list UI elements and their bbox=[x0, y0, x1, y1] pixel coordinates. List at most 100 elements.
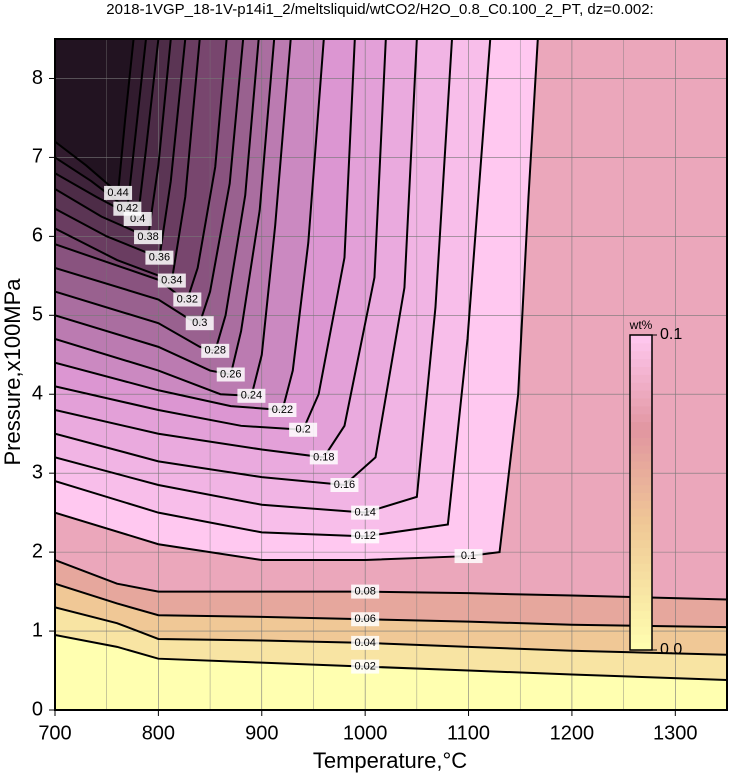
contour-label-bg bbox=[351, 505, 380, 520]
y-tick-label: 6 bbox=[32, 225, 43, 247]
contour-label-bg bbox=[185, 316, 214, 331]
contour-line bbox=[55, 559, 727, 601]
y-tick-label: 0 bbox=[32, 698, 43, 720]
y-tick-label: 8 bbox=[32, 67, 43, 89]
x-tick-label: 1200 bbox=[550, 722, 595, 744]
colorbar-frame bbox=[629, 334, 653, 651]
contour-label-bg bbox=[216, 367, 245, 382]
colorbar-cell bbox=[630, 642, 652, 651]
x-tick-label: 1300 bbox=[653, 722, 698, 744]
colorbar-cell bbox=[630, 500, 652, 509]
colorbar: wt% 0.0 0.1 bbox=[629, 318, 683, 658]
contour-label: 0.14 bbox=[354, 507, 375, 519]
contour-label-bg bbox=[173, 292, 202, 307]
colorbar-cell bbox=[630, 398, 652, 407]
contour-label-bg bbox=[351, 659, 380, 674]
chart-title: 2018-1VGP_18-1V-p14i1_2/meltsliquid/wtCO… bbox=[106, 1, 653, 18]
contour-label-bg bbox=[145, 250, 174, 265]
colorbar-cell bbox=[630, 468, 652, 478]
colorbar-cell bbox=[630, 374, 652, 383]
contour-line bbox=[55, 606, 727, 656]
x-tick-label: 1100 bbox=[447, 722, 490, 744]
contour-label: 0.06 bbox=[354, 613, 375, 625]
x-tick-label: 800 bbox=[142, 722, 175, 744]
contour-label: 0.38 bbox=[137, 231, 158, 243]
contour-label-bg bbox=[134, 230, 163, 245]
colorbar-cell bbox=[630, 484, 652, 493]
contour-label-bg bbox=[237, 388, 266, 403]
contour-label: 0.3 bbox=[192, 317, 207, 329]
y-axis-label: Pressure,x100MPa bbox=[0, 278, 25, 466]
colorbar-cell bbox=[630, 587, 652, 596]
colorbar-cell bbox=[630, 476, 652, 486]
contour-label-bg bbox=[351, 529, 380, 544]
plot-area: 0.020.040.060.080.10.120.140.160.180.20.… bbox=[55, 39, 727, 710]
colorbar-cell bbox=[630, 579, 652, 588]
colorbar-cell bbox=[630, 594, 652, 604]
y-tick-label: 1 bbox=[32, 619, 43, 641]
contour-line bbox=[55, 582, 727, 629]
contour-label-bg bbox=[104, 185, 133, 200]
contour-label-bg bbox=[309, 450, 338, 465]
colorbar-cell bbox=[630, 342, 652, 352]
colorbar-tick-label: 0.0 bbox=[660, 641, 682, 658]
contour-label: 0.36 bbox=[149, 252, 170, 264]
contour-label-bg bbox=[289, 422, 318, 437]
y-tick-label: 3 bbox=[32, 461, 43, 483]
colorbar-cell bbox=[630, 492, 652, 501]
contour-label-bg bbox=[201, 343, 230, 358]
contour-label-bg bbox=[113, 201, 142, 216]
x-tick-label: 900 bbox=[245, 722, 278, 744]
y-tick-label: 7 bbox=[32, 146, 43, 168]
colorbar-cell bbox=[630, 335, 652, 344]
colorbar-cell bbox=[630, 571, 652, 580]
contour-label: 0.12 bbox=[354, 530, 375, 542]
contour-label: 0.42 bbox=[117, 203, 138, 215]
contour-label: 0.28 bbox=[205, 345, 226, 357]
contour-line bbox=[55, 634, 727, 682]
contour-label: 0.34 bbox=[161, 274, 182, 286]
x-axis-label: Temperature,°C bbox=[313, 748, 467, 773]
colorbar-cell bbox=[630, 516, 652, 525]
contour-label: 0.32 bbox=[177, 293, 198, 305]
contour-label: 0.18 bbox=[313, 451, 334, 463]
contour-label: 0.16 bbox=[334, 479, 355, 491]
contour-label: 0.22 bbox=[272, 404, 293, 416]
x-tick-label: 1000 bbox=[343, 722, 388, 744]
colorbar-tick-label: 0.1 bbox=[660, 326, 682, 343]
colorbar-cell bbox=[630, 421, 652, 430]
contour-label-bg bbox=[330, 478, 359, 493]
colorbar-cell bbox=[630, 413, 652, 423]
colorbar-cell bbox=[630, 634, 652, 643]
contour-label-bg bbox=[351, 612, 380, 627]
colorbar-cell bbox=[630, 610, 652, 619]
colorbar-title: wt% bbox=[629, 318, 653, 332]
contour-label: 0.26 bbox=[220, 368, 241, 380]
colorbar-cell bbox=[630, 350, 652, 360]
contour-label: 0.24 bbox=[241, 390, 262, 402]
contour-label-bg bbox=[157, 273, 186, 288]
contour-label: 0.08 bbox=[354, 585, 375, 597]
colorbar-cell bbox=[630, 508, 652, 517]
colorbar-cell bbox=[630, 524, 652, 533]
y-tick-label: 5 bbox=[32, 304, 43, 326]
colorbar-cell bbox=[630, 405, 652, 415]
colorbar-cell bbox=[630, 437, 652, 446]
contour-label: 0.04 bbox=[354, 637, 375, 649]
colorbar-cell bbox=[630, 366, 652, 375]
colorbar-cell bbox=[630, 547, 652, 556]
contour-label: 0.2 bbox=[295, 424, 310, 436]
colorbar-cell bbox=[630, 539, 652, 549]
contour-label-bg bbox=[268, 403, 297, 418]
contour-label-bg bbox=[454, 549, 483, 564]
contour-label-bg bbox=[351, 635, 380, 650]
colorbar-cell bbox=[630, 461, 652, 470]
colorbar-cell bbox=[630, 626, 652, 635]
colorbar-cell bbox=[630, 390, 652, 399]
y-tick-label: 4 bbox=[32, 383, 43, 405]
colorbar-cell bbox=[630, 602, 652, 612]
contour-label-bg bbox=[351, 584, 380, 599]
colorbar-cell bbox=[630, 618, 652, 627]
